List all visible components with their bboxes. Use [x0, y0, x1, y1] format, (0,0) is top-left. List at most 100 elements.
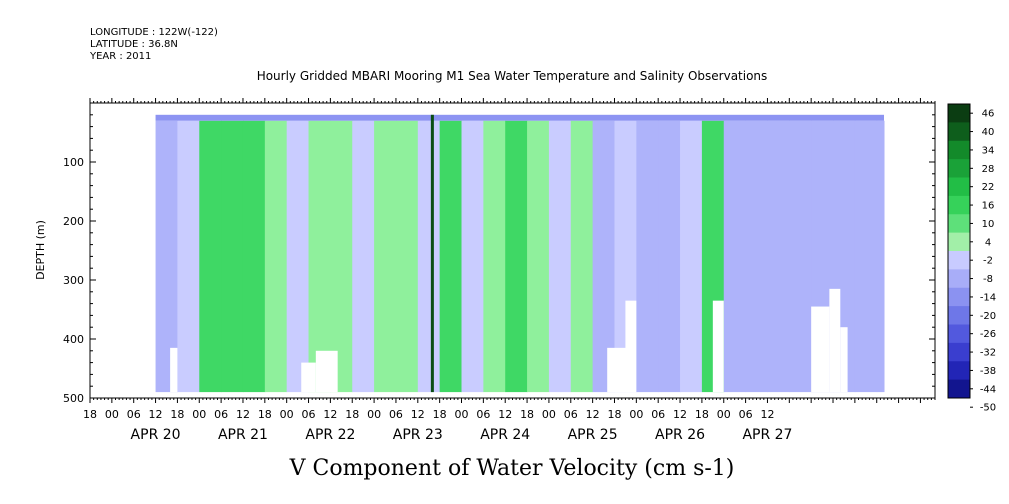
chart-title: Hourly Gridded MBARI Mooring M1 Sea Wate… [257, 69, 768, 83]
heat-cell [745, 120, 768, 393]
heat-cell [242, 120, 266, 393]
variable-label: V Component of Water Velocity (cm s-1) [289, 456, 735, 481]
x-tick-label: 12 [760, 408, 774, 421]
x-tick-label: 18 [170, 408, 184, 421]
colorbar-swatch [948, 140, 970, 160]
x-tick-label: 00 [280, 408, 294, 421]
x-tick-label: 18 [83, 408, 97, 421]
colorbar-label: -26 [980, 329, 996, 340]
colorbar-label: 40 [982, 127, 995, 138]
colorbar-label: -2 [983, 256, 993, 267]
y-tick-label: 400 [63, 333, 84, 346]
x-tick-label: 12 [411, 408, 425, 421]
heat-cell [330, 120, 353, 393]
x-tick-label: 12 [236, 408, 250, 421]
year-label: YEAR : 2011 [89, 51, 151, 62]
colorbar-label: -14 [980, 292, 996, 303]
colorbar-swatch [948, 379, 970, 399]
heat-cell [592, 120, 615, 393]
x-tick-label: 06 [564, 408, 578, 421]
missing-data [607, 347, 630, 393]
missing-data [170, 347, 178, 393]
x-tick-label: 06 [476, 408, 490, 421]
heat-cell [308, 120, 331, 393]
heat-cell [658, 120, 681, 393]
x-tick-label: 12 [586, 408, 600, 421]
x-tick-label: 18 [520, 408, 534, 421]
colorbar-swatch [948, 177, 970, 197]
heat-cell [636, 120, 659, 393]
missing-data [301, 362, 316, 393]
x-tick-label: 12 [323, 408, 337, 421]
x-tick-label: 18 [607, 408, 621, 421]
y-tick-label: 100 [63, 156, 84, 169]
colorbar-swatch [948, 104, 970, 123]
colorbar-label: -32 [980, 348, 996, 359]
heat-cell [570, 120, 594, 393]
x-tick-label: 06 [389, 408, 403, 421]
heat-cell [680, 120, 703, 393]
heat-cell [177, 120, 200, 393]
surface-layer [155, 114, 885, 121]
colorbar-label: 34 [982, 145, 995, 156]
x-date-label: APR 20 [131, 427, 181, 443]
x-tick-label: 18 [433, 408, 447, 421]
x-tick-label: 12 [673, 408, 687, 421]
x-tick-label: 06 [127, 408, 141, 421]
colorbar-swatch [948, 324, 970, 344]
colorbar-label: 28 [982, 164, 995, 175]
heat-cell [767, 120, 790, 393]
heat-cell [199, 120, 222, 393]
longitude-label: LONGITUDE : 122W(-122) [90, 27, 218, 38]
heat-cell [395, 120, 419, 393]
colorbar-label: -50 [980, 403, 996, 414]
x-tick-label: 18 [345, 408, 359, 421]
heat-cell [876, 120, 885, 393]
colorbar-label: -20 [980, 311, 996, 322]
plot-area [155, 114, 885, 393]
y-axis: 100 200 300 400 500 [63, 114, 935, 405]
y-axis-label: DEPTH (m) [34, 220, 47, 280]
heat-cell [505, 120, 528, 393]
heat-cell [264, 120, 288, 393]
x-tick-label: 12 [149, 408, 163, 421]
heat-cell [854, 120, 878, 393]
heat-cell [527, 120, 550, 393]
x-date-label: APR 25 [568, 427, 618, 443]
x-axis: 18 00 06 12 18 00 06 12 18 00 06 12 18 00 06 12 18 00 06 12… [83, 98, 936, 443]
colorbar-label: 10 [982, 219, 995, 230]
y-tick-label: 200 [63, 215, 84, 228]
colorbar-swatch [948, 195, 970, 215]
latitude-label: LATITUDE : 36.8N [90, 39, 178, 50]
y-tick-label: 500 [63, 392, 84, 405]
missing-data [840, 327, 848, 393]
x-tick-label: 00 [629, 408, 643, 421]
missing-data [829, 288, 841, 393]
heat-cell [461, 120, 484, 393]
x-tick-label: 06 [214, 408, 228, 421]
heat-cell [221, 120, 244, 393]
x-tick-label: 00 [367, 408, 381, 421]
colorbar-swatch [948, 342, 970, 362]
x-tick-label: 18 [258, 408, 272, 421]
missing-data [811, 306, 830, 393]
colorbar-label: 46 [982, 109, 995, 120]
heat-cell [723, 120, 747, 393]
missing-data [712, 300, 724, 393]
x-date-label: APR 22 [305, 427, 355, 443]
colorbar-swatch [948, 232, 970, 252]
colorbar-swatch [948, 159, 970, 178]
missing-data [625, 300, 637, 393]
x-date-label: APR 24 [480, 427, 530, 443]
colorbar-label: 22 [982, 182, 995, 193]
x-tick-label: 12 [498, 408, 512, 421]
colorbar-swatch [948, 122, 970, 142]
heat-cell [155, 120, 178, 393]
x-tick-label: 06 [739, 408, 753, 421]
colorbar-label: -38 [980, 366, 996, 377]
x-tick-label: 00 [542, 408, 556, 421]
heat-cell [374, 120, 397, 393]
colorbar-label: -8 [983, 274, 993, 285]
x-date-label: APR 21 [218, 427, 268, 443]
colorbar-swatch [948, 361, 970, 381]
